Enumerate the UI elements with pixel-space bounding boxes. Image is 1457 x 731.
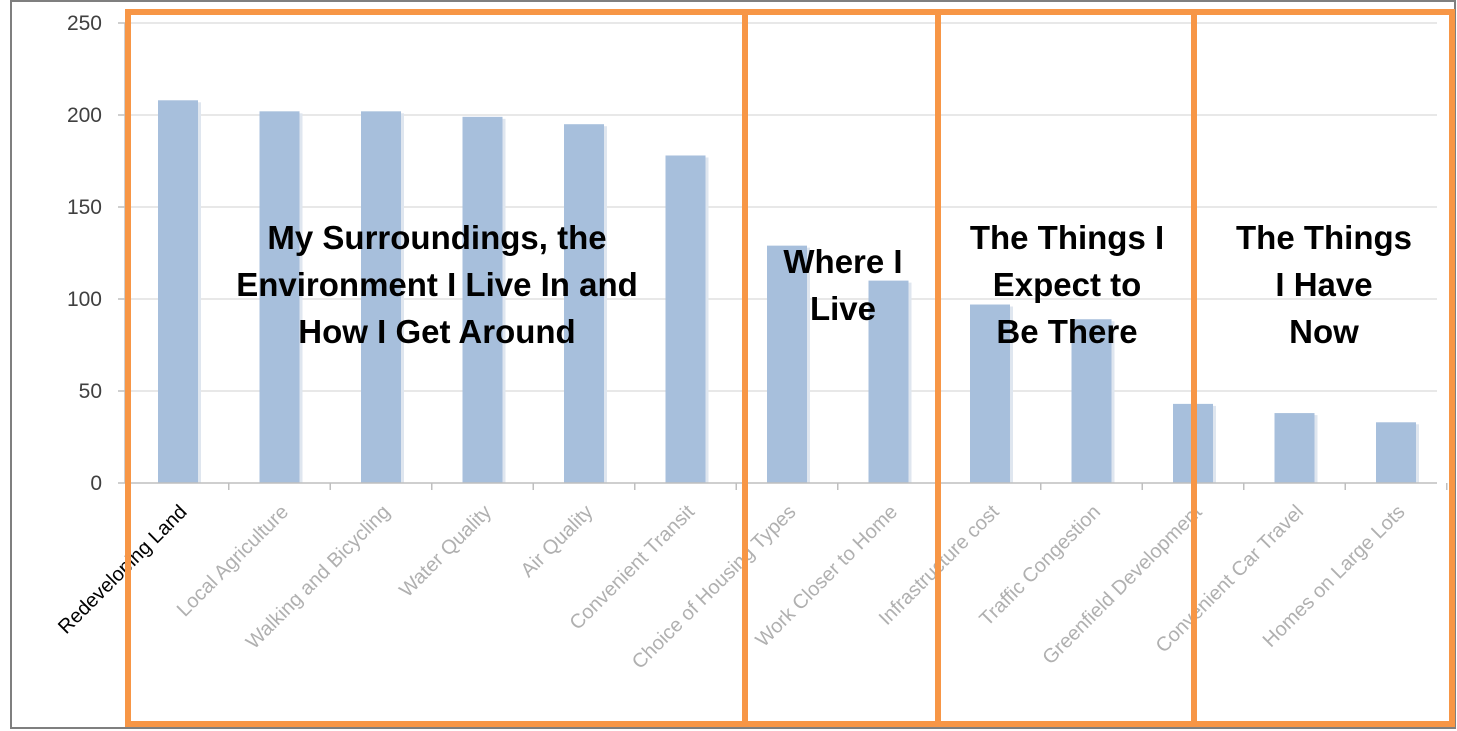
x-tick-label: Air Quality	[517, 501, 598, 582]
bar	[564, 124, 604, 483]
bar	[158, 100, 198, 483]
group-box	[125, 9, 748, 727]
y-tick-label: 150	[67, 196, 102, 219]
group-label: Live	[810, 290, 876, 327]
bar	[665, 155, 706, 484]
bar	[1274, 413, 1315, 483]
bar	[462, 116, 503, 483]
y-tick-label: 100	[67, 288, 102, 311]
y-tick-label: 200	[67, 104, 102, 127]
group-label: Be There	[996, 313, 1137, 350]
group-label: Where I	[783, 243, 902, 280]
bar	[1376, 422, 1416, 483]
x-tick-label: Local Agriculture	[173, 501, 293, 621]
bar	[1071, 319, 1112, 483]
group-box	[1191, 9, 1455, 727]
bar	[361, 111, 401, 483]
bar	[868, 280, 909, 483]
group-label: The Things	[1236, 219, 1412, 256]
gridlines	[125, 22, 1437, 392]
x-tick-label: Water Quality	[395, 501, 496, 602]
group-label: The Things I	[970, 219, 1164, 256]
group-label: Environment I Live In and	[236, 266, 638, 303]
group-label: I Have	[1275, 266, 1372, 303]
chart-frame	[10, 0, 1456, 729]
x-tick-label: Choice of Housing Types	[628, 501, 801, 674]
bar	[970, 304, 1010, 483]
group-boxes: My Surroundings, the Environment I Live I…	[125, 9, 1455, 727]
y-tick-label: 0	[90, 472, 102, 495]
y-tick-label: 50	[79, 380, 102, 403]
group-label: How I Get Around	[298, 313, 575, 350]
group-label: My Surroundings, the	[267, 219, 606, 256]
group-label: Expect to	[993, 266, 1142, 303]
y-tick-label: 250	[67, 12, 102, 35]
y-tick-labels: 0 50 100 150 200 250	[67, 12, 102, 495]
bar	[259, 111, 300, 483]
x-tick-label: Redeveloping Land	[54, 501, 191, 638]
bars	[158, 100, 1419, 484]
bar	[767, 245, 807, 483]
group-label: Now	[1289, 313, 1359, 350]
